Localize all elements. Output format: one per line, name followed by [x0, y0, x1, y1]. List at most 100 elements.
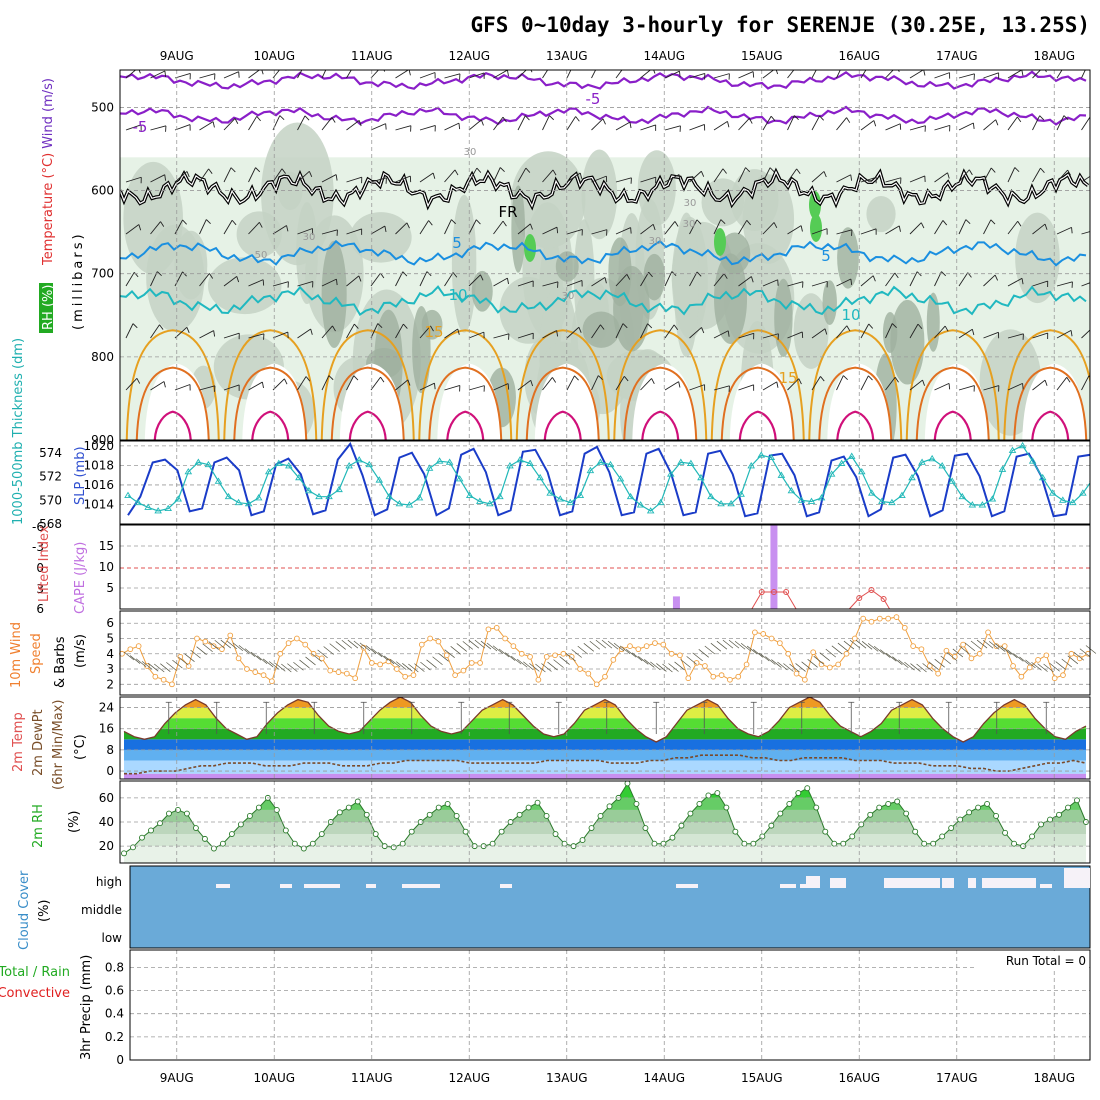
rh-contour-70: [866, 196, 896, 233]
wind-speed-marker: [768, 635, 775, 642]
wind-speed-marker: [1043, 652, 1050, 659]
rh2m-tick-label: 20: [99, 839, 114, 853]
wind-barb-10m: [873, 645, 885, 655]
wind-speed-marker: [793, 670, 800, 677]
wind-speed-marker: [427, 635, 433, 642]
wind-speed-marker: [727, 676, 733, 683]
temp-wind-label: Temperature (°C)Wind (m/s): [41, 78, 56, 266]
wind-barb: [370, 123, 386, 131]
isotherm-minus5-upper: [120, 70, 1087, 90]
wind-barb: [615, 70, 623, 79]
rh2m-panel: 20 40 60 2m RH (%): [31, 780, 1091, 864]
wind-speed-marker: [910, 643, 916, 649]
isotherm-label: 15: [778, 369, 797, 387]
wind-speed-marker: [443, 652, 450, 659]
wind-speed-marker: [826, 664, 833, 671]
wind-barb-flag: [551, 65, 555, 70]
wind-barb-flag: [209, 273, 214, 279]
wind-barb-10m: [601, 639, 613, 649]
wind-barb: [346, 70, 352, 79]
li-marker: [770, 589, 777, 595]
rh2m-label: 2m RH: [31, 804, 46, 848]
wind-barb-flag: [208, 168, 213, 174]
wind-barb: [493, 333, 510, 339]
wind-speed-marker: [1035, 657, 1041, 663]
rh2m-marker: [696, 800, 703, 807]
wind-barb: [885, 70, 894, 79]
li-marker: [868, 587, 875, 593]
thickness-marker: [1058, 496, 1067, 503]
wind-barb-flag: [574, 64, 578, 68]
cape-bars: [672, 525, 891, 610]
rh2m-marker: [426, 811, 433, 818]
wind-barb-10m: [293, 661, 304, 671]
wind-barb-flag: [507, 383, 510, 390]
wind-barb-10m: [559, 656, 570, 665]
wind-barb-flag: [597, 375, 603, 381]
wind-barb-10m: [1061, 658, 1072, 668]
wind-barb-10m: [650, 661, 661, 671]
temp-tick-label: 16: [99, 722, 114, 736]
wind-barb-flag: [182, 219, 187, 225]
rh2m-marker: [876, 804, 883, 811]
rh2m-marker: [579, 837, 586, 844]
wind-barb: [762, 333, 779, 339]
isotherm-20: [720, 366, 795, 440]
wind-barb-flag: [133, 272, 139, 278]
wind-barb-10m: [281, 663, 292, 673]
wind-barb-flag: [358, 120, 362, 127]
wind-barb-10m: [722, 639, 734, 649]
wind-barb: [248, 116, 258, 131]
wind-barb-flag: [819, 64, 823, 68]
isotherm-15: [125, 329, 220, 440]
wind-speed-marker: [510, 643, 517, 649]
wind-barb: [517, 280, 534, 287]
isotherm-10: [120, 285, 1087, 317]
wind-barb-10m: [1043, 663, 1054, 673]
wind-barb: [664, 271, 673, 287]
wind-barb: [934, 172, 948, 183]
wind-barb: [542, 169, 554, 183]
wind-barb: [615, 177, 632, 183]
precip-ticks: 0 0.2 0.4 0.6 0.8: [105, 960, 124, 1067]
isotherm-15: [418, 329, 513, 440]
date-label-top: 14AUG: [643, 49, 685, 63]
wind-barb: [370, 70, 380, 79]
thickness-marker: [636, 501, 645, 508]
wind-barb-10m: [880, 649, 891, 658]
wind-barb-flag: [556, 330, 559, 337]
wind-barb-10m: [571, 649, 582, 658]
isotherm-20: [428, 366, 503, 440]
thickness-marker: [978, 501, 987, 508]
isotherm-20: [818, 366, 893, 440]
wind-speed-marker: [468, 660, 475, 666]
wind10m-series: [119, 614, 1097, 688]
thickness-marker: [918, 458, 926, 465]
wind-barb: [517, 379, 531, 391]
wind-barb: [591, 277, 606, 287]
cloud-gap: [1040, 884, 1052, 888]
wind-barb-flag: [1021, 278, 1024, 285]
wind-barb-flag: [1089, 116, 1090, 117]
wind-speed-marker: [302, 641, 309, 648]
li-marker: [856, 595, 863, 601]
wind-barb-10m: [408, 663, 419, 673]
wind-barb: [125, 377, 138, 391]
slp-tick-label: 1016: [83, 478, 114, 492]
thickness-marker: [1069, 498, 1077, 506]
wind-barb: [566, 375, 575, 391]
wind-barb-flag: [552, 169, 557, 176]
wind-barb: [615, 121, 631, 131]
wind10m-panel: 234 56 10m Wind Speed (m/s) & Barbs: [9, 610, 1097, 696]
rh-contour-label: 50: [255, 250, 268, 261]
rh2m-marker: [399, 840, 406, 847]
wind-barb: [811, 328, 826, 339]
wind-barb-flag: [947, 172, 950, 179]
wind-barb: [395, 222, 408, 235]
wind-barb: [713, 273, 725, 287]
pressure-tick-label: 500: [91, 100, 114, 114]
rh-contour-label: 30: [303, 232, 316, 243]
wind-barb: [836, 174, 851, 183]
wind-barb-flag: [843, 64, 847, 68]
wind-barb-flag: [752, 71, 755, 78]
